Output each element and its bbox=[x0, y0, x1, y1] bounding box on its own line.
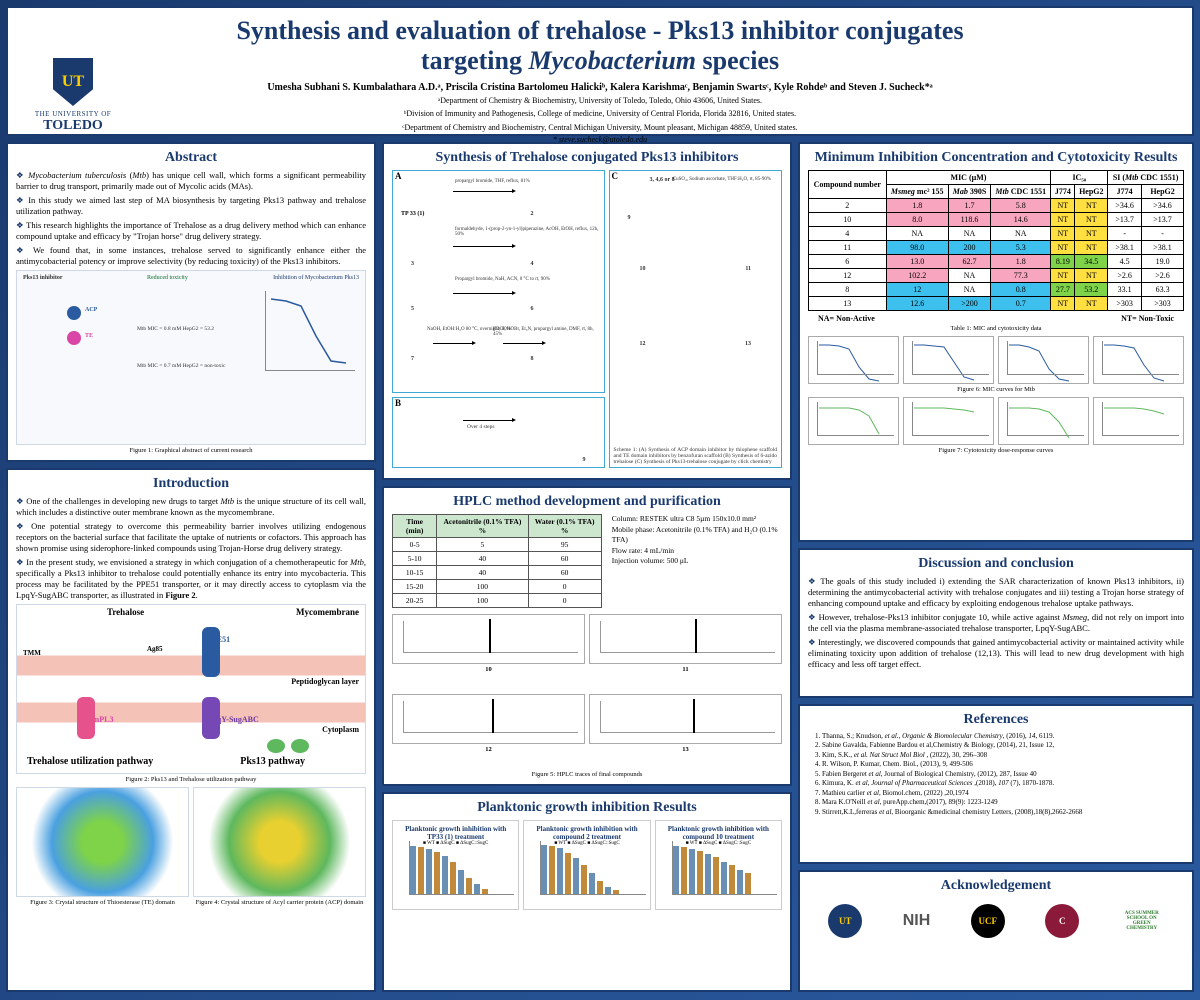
figure-1-graphical-abstract: Pks13 inhibitor Reduced toxicity Inhibit… bbox=[16, 270, 366, 445]
figure-4-acp-crystal bbox=[193, 787, 366, 897]
poster-header: UT THE UNIVERSITY OF TOLEDO Synthesis an… bbox=[6, 6, 1194, 136]
synthesis-panel: Synthesis of Trehalose conjugated Pks13 … bbox=[382, 142, 792, 480]
ut-logo-icon: UT bbox=[828, 904, 862, 938]
hplc-title: HPLC method development and purification bbox=[392, 494, 782, 510]
reference-item: Sabine Gavalda, Fabienne Bardou et al,Ch… bbox=[822, 741, 1184, 750]
references-title: References bbox=[808, 712, 1184, 728]
reference-item: Kimura, K. et al, Journal of Pharmaceuti… bbox=[822, 779, 1184, 788]
hplc-conditions: Column: RESTEK ultra C8 5µm 150x10.0 mm²… bbox=[612, 514, 782, 567]
ack-logos: UT NIH UCF C ACS SUMMER SCHOOL ON GREEN … bbox=[808, 898, 1184, 944]
logo-line1: THE UNIVERSITY OF bbox=[28, 110, 118, 118]
acs-logo-icon: ACS SUMMER SCHOOL ON GREEN CHEMISTRY bbox=[1120, 911, 1164, 931]
figure-2-membrane: Trehalose Mycomembrane TMM Ag85 PPE51 Pe… bbox=[16, 604, 366, 774]
hplc-trace-13: 13 bbox=[589, 694, 782, 770]
planktonic-title: Planktonic growth inhibition Results bbox=[392, 800, 782, 816]
fig1-caption: Figure 1: Graphical abstract of current … bbox=[16, 447, 366, 454]
hplc-trace-10: 10 bbox=[392, 614, 585, 690]
acknowledgement-panel: Acknowledgement UT NIH UCF C ACS SUMMER … bbox=[798, 870, 1194, 992]
scheme-box-c: C 3, 4,6 or 8 CuSO₄, Sodium ascorbate, T… bbox=[609, 170, 782, 468]
table-row: 1198.02005.3NTNT>38.1>38.1 bbox=[809, 241, 1184, 255]
reference-item: Thanna, S.; Knudson, et al., Organic & B… bbox=[822, 732, 1184, 741]
affil-0: ᵃDepartment of Chemistry & Biochemistry,… bbox=[18, 96, 1182, 106]
affil-2: ᶜDepartment of Chemistry and Biochemistr… bbox=[18, 123, 1182, 133]
planktonic-chart-1: Planktonic growth inhibition with TP33 (… bbox=[392, 820, 519, 910]
affil-1: ᵇDivision of Immunity and Pathogenesis, … bbox=[18, 109, 1182, 119]
hplc-gradient-table: Time (min)Acetonitrile (0.1% TFA) %Water… bbox=[392, 514, 602, 608]
poster-title-2: targeting Mycobacterium species bbox=[18, 46, 1182, 76]
table-row: 4NANANANTNT-- bbox=[809, 227, 1184, 241]
nt-legend: NT= Non-Toxic bbox=[1121, 314, 1174, 323]
shield-icon: UT bbox=[53, 58, 93, 106]
na-legend: NA= Non-Active bbox=[818, 314, 875, 323]
cytotox-curves-row bbox=[808, 397, 1184, 445]
corresponding-email: * steve.sucheck@utoledo.edu bbox=[18, 135, 1182, 144]
table1-caption: Table 1: MIC and cytotoxicity data bbox=[808, 325, 1184, 332]
discussion-panel: Discussion and conclusion The goals of t… bbox=[798, 548, 1194, 698]
abstract-title: Abstract bbox=[16, 150, 366, 166]
abstract-panel: Abstract Mycobacterium tuberculosis (Mtb… bbox=[6, 142, 376, 462]
planktonic-panel: Planktonic growth inhibition Results Pla… bbox=[382, 792, 792, 992]
figure-3-te-crystal bbox=[16, 787, 189, 897]
reference-item: Mara K.O'Neill et al, pureApp.chem,(2017… bbox=[822, 798, 1184, 807]
mic-panel: Minimum Inhibition Concentration and Cyt… bbox=[798, 142, 1194, 542]
hplc-trace-12: 12 bbox=[392, 694, 585, 770]
intro-title: Introduction bbox=[16, 476, 366, 492]
fig5-caption: Figure 5: HPLC traces of final compounds bbox=[392, 771, 782, 778]
reference-item: R. Wilson, P. Kumar, Chem. Biol., (2013)… bbox=[822, 760, 1184, 769]
table-row: 613.062.71.88.1934.54.519.0 bbox=[809, 255, 1184, 269]
mic-title: Minimum Inhibition Concentration and Cyt… bbox=[808, 150, 1184, 166]
table-row: 21.81.75.8NTNT>34.6>34.6 bbox=[809, 199, 1184, 213]
fig3-caption: Figure 3: Crystal structure of Thioester… bbox=[16, 899, 189, 906]
reference-item: Kim, S.K., et al. Nat Struct Mol Biol , … bbox=[822, 751, 1184, 760]
cmu-logo-icon: C bbox=[1045, 904, 1079, 938]
planktonic-chart-3: Planktonic growth inhibition with compou… bbox=[655, 820, 782, 910]
authors: Umesha Subhani S. Kumbalathara A.D.ᵃ, Pr… bbox=[18, 82, 1182, 93]
reference-item: Mathieu carlier et al, Biomol.chem, (202… bbox=[822, 789, 1184, 798]
hplc-trace-11: 11 bbox=[589, 614, 782, 690]
fig7-caption: Figure 7: Cytotoxicity dose-response cur… bbox=[808, 447, 1184, 454]
planktonic-chart-2: Planktonic growth inhibition with compou… bbox=[523, 820, 650, 910]
reference-item: Fabien Bergeret et al, Journal of Biolog… bbox=[822, 770, 1184, 779]
nih-logo-icon: NIH bbox=[903, 912, 931, 930]
references-list: Thanna, S.; Knudson, et al., Organic & B… bbox=[808, 732, 1184, 817]
fig2-caption: Figure 2: Pks13 and Trehalose utilizatio… bbox=[16, 776, 366, 783]
discussion-body: The goals of this study included i) exte… bbox=[808, 576, 1184, 673]
synthesis-title: Synthesis of Trehalose conjugated Pks13 … bbox=[392, 150, 782, 166]
mic-table: Compound number MIC (µM) IC₅₀ SI (Mtb CD… bbox=[808, 170, 1184, 311]
references-panel: References Thanna, S.; Knudson, et al., … bbox=[798, 704, 1194, 864]
scheme-box-b: B Over 4 steps 9 bbox=[392, 397, 605, 468]
scheme-caption: Scheme 1: (A) Synthesis of ACP domain in… bbox=[614, 447, 777, 465]
mic-curves-row bbox=[808, 336, 1184, 384]
intro-body: One of the challenges in developing new … bbox=[16, 496, 366, 604]
university-logo: UT THE UNIVERSITY OF TOLEDO bbox=[28, 58, 118, 134]
reference-item: Stirrett,K.L,ferreras et al, Bioorganic … bbox=[822, 808, 1184, 817]
fig4-caption: Figure 4: Crystal structure of Acyl carr… bbox=[193, 899, 366, 906]
logo-line2: TOLEDO bbox=[28, 118, 118, 134]
ucf-logo-icon: UCF bbox=[971, 904, 1005, 938]
hplc-panel: HPLC method development and purification… bbox=[382, 486, 792, 786]
discussion-title: Discussion and conclusion bbox=[808, 556, 1184, 572]
table-row: 812NA0.827.753.233.163.3 bbox=[809, 283, 1184, 297]
abstract-body: Mycobacterium tuberculosis (Mtb) has uni… bbox=[16, 170, 366, 270]
table-row: 108.0118.614.6NTNT>13.7>13.7 bbox=[809, 213, 1184, 227]
poster-title-1: Synthesis and evaluation of trehalose - … bbox=[18, 16, 1182, 46]
introduction-panel: Introduction One of the challenges in de… bbox=[6, 468, 376, 992]
table-row: 12102.2NA77.3NTNT>2.6>2.6 bbox=[809, 269, 1184, 283]
ack-title: Acknowledgement bbox=[808, 878, 1184, 894]
table-row: 1312.6>2000.7NTNT>303>303 bbox=[809, 297, 1184, 311]
scheme-box-a: A TP 33 (1) propargyl bromide, THF, refl… bbox=[392, 170, 605, 393]
fig6-caption: Figure 6: MIC curves for Mtb bbox=[808, 386, 1184, 393]
